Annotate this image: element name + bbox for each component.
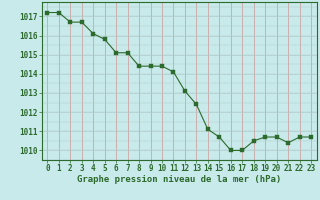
X-axis label: Graphe pression niveau de la mer (hPa): Graphe pression niveau de la mer (hPa) (77, 175, 281, 184)
